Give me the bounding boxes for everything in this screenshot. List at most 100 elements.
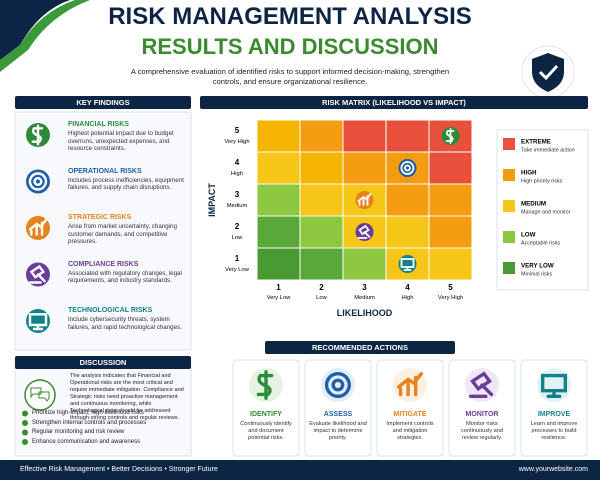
row-label: Very Low [225,267,250,273]
icon-glyph [324,371,351,399]
legend-description: High priority risks [521,178,563,184]
icon-glyph [357,224,371,239]
finding-text: Include cybersecurity threats, system fa… [68,316,182,331]
matrix-cell [385,119,430,153]
row-number: 4 [235,158,240,167]
discussion-text: The analysis indicates that Financial an… [70,373,184,421]
column-label: High [402,295,414,301]
discussion-glyph [30,387,50,402]
findings-header: KEY FINDINGS [15,96,191,109]
finding-text: Highest potential impact due to budget o… [68,130,174,153]
footer-website: www.yourwebsite.com [518,466,588,473]
legend-description: Take immediate action [521,147,575,153]
finding-title: FINANCIAL RISKS [68,121,129,128]
icon-glyph [28,264,46,284]
title: RISK MANAGEMENT ANALYSIS [108,3,472,30]
icon-glyph [256,370,274,400]
matrix-cell [428,215,473,249]
legend-name: EXTREME [521,139,551,146]
description: A comprehensive evaluation of identified… [130,67,450,86]
action-title: IDENTIFY [250,411,282,418]
column-number: 4 [405,283,410,292]
icon-glyph [400,161,415,175]
matrix-cell [256,183,301,217]
column-label: Very High [438,295,463,301]
matrix-cell [342,247,387,281]
matrix-cell [428,151,473,185]
discussion-header: DISCUSSION [15,356,191,369]
row-label: Very High [224,139,249,145]
matrix-cell [256,215,301,249]
row-number: 1 [235,254,240,263]
column-number: 5 [448,283,453,292]
column-number: 1 [276,283,281,292]
icon-glyph [28,313,48,331]
legend-swatch [503,262,515,274]
icon-glyph [540,373,568,399]
icon-glyph [357,193,372,206]
y-axis-label: IMPACT [207,183,217,217]
finding-text: Associated with regulatory changes, lega… [68,269,182,285]
matrix-cell [299,247,344,281]
matrix-cell [428,183,473,217]
finding-title: COMPLIANCE RISKS [68,260,139,268]
discussion-bullet: Prioritize high-impact, high-likelihood … [32,410,144,416]
matrix-cell [299,183,344,217]
legend-description: Acceptable risks [521,240,561,246]
footer-band [0,460,600,480]
legend-name: HIGH [521,170,537,177]
legend-name: MEDIUM [521,201,546,208]
finding-title: OPERATIONAL RISKS [68,167,142,175]
action-text: Continuously identify and document poten… [240,421,292,441]
column-label: Medium [354,295,375,301]
matrix-cell [256,151,301,185]
check-icon [538,64,559,81]
finding-title: STRATEGIC RISKS [68,214,132,221]
discussion-bullet: Strengthen internal controls and process… [32,419,147,426]
corner-swoosh [0,0,70,60]
row-label: Medium [227,203,248,209]
actions-header: RECOMMENDED ACTIONS [265,341,455,354]
legend-description: Minimal risks [521,271,552,277]
corner-swoosh [0,0,90,72]
row-number: 2 [235,222,240,231]
legend-name: LOW [521,232,536,239]
action-text: Evaluate likelihood and impact to determ… [309,421,367,441]
matrix-cell [299,215,344,249]
x-axis-label: LIKELIHOOD [337,308,393,318]
action-text: Monitor risks continuously and review re… [461,421,503,441]
legend-swatch [503,169,515,181]
action-title: IMPROVE [537,411,571,418]
legend-description: Manage and monitor [521,209,571,215]
bullet-check [22,420,28,426]
icon-glyph [31,124,44,146]
finding-title: TECHNOLOGICAL RISKS [68,307,153,314]
column-label: Low [316,295,327,301]
action-title: ASSESS [323,411,353,418]
bullet-check [22,410,28,417]
icon-glyph [28,172,48,191]
matrix-cell [385,215,430,249]
legend-name: VERY LOW [521,263,554,270]
finding-text: Arise from market uncertainty, changing … [68,223,177,246]
matrix-cell [256,119,301,153]
icon-glyph [28,218,48,236]
finding-text: Includes process inefficiencies, equipme… [68,176,184,192]
action-title: MONITOR [465,411,499,418]
action-text: Implement controls and mitigation strate… [386,421,434,441]
footer-tagline: Effective Risk Management • Better Decis… [20,466,218,473]
row-number: 5 [235,126,240,135]
icon-glyph [445,128,455,144]
column-label: Very Low [267,295,292,301]
column-number: 3 [362,283,367,292]
matrix-cell [342,151,387,185]
bullet-check [22,439,28,445]
bullet-check [22,429,28,436]
column-number: 2 [319,283,324,292]
matrix-cell [385,183,430,217]
matrix-cell [256,247,301,281]
legend-swatch [503,138,515,150]
row-number: 3 [235,190,240,199]
